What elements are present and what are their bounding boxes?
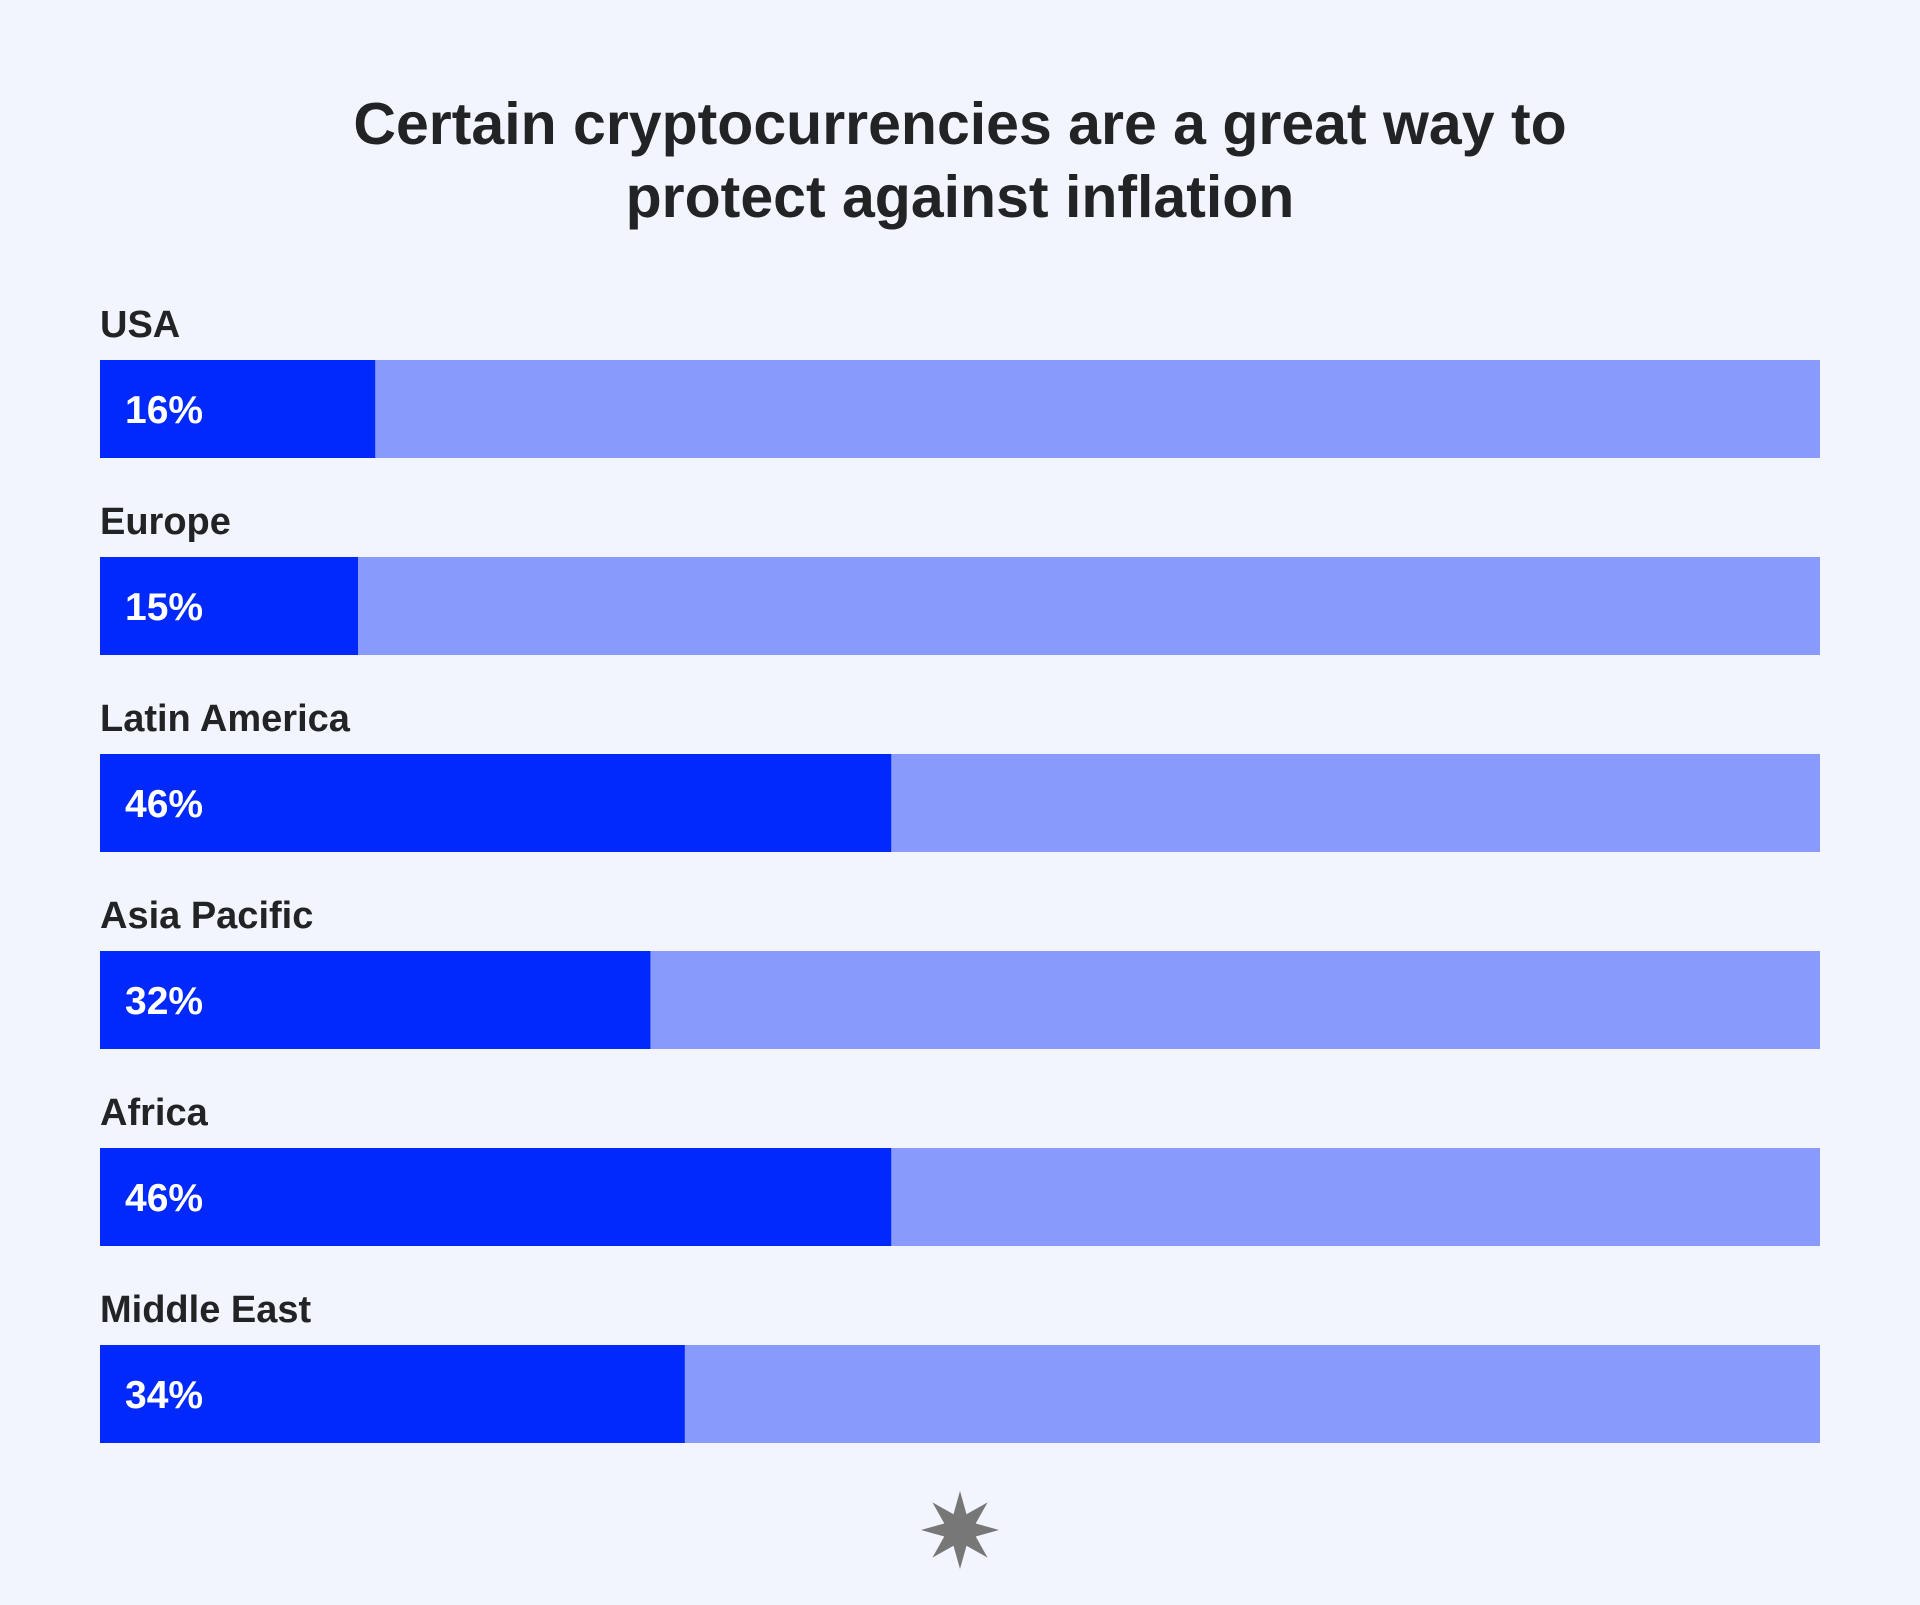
category-label-latin-america: Latin America <box>100 698 351 740</box>
bar-middle-east <box>100 1345 685 1443</box>
starburst-shape <box>921 1491 999 1569</box>
bar-latin-america <box>100 754 892 852</box>
starburst-icon <box>921 1491 999 1569</box>
value-label-asia-pacific: 32% <box>125 980 203 1023</box>
value-label-africa: 46% <box>125 1177 203 1220</box>
category-label-europe: Europe <box>100 501 231 543</box>
bar-africa <box>100 1148 892 1246</box>
value-label-latin-america: 46% <box>125 783 203 826</box>
value-label-usa: 16% <box>125 389 203 432</box>
chart-title-line-2: protect against inflation <box>625 164 1295 230</box>
category-label-asia-pacific: Asia Pacific <box>100 895 313 937</box>
chart-title: Certain cryptocurrencies are a great way… <box>0 88 1920 234</box>
category-label-usa: USA <box>100 304 180 346</box>
category-label-africa: Africa <box>100 1092 209 1134</box>
value-label-middle-east: 34% <box>125 1374 203 1417</box>
bar-track-europe <box>100 557 1820 655</box>
bar-usa <box>100 360 376 458</box>
bar-asia-pacific <box>100 951 651 1049</box>
bar-europe <box>100 557 358 655</box>
value-label-europe: 15% <box>125 586 203 629</box>
chart-title-line-1: Certain cryptocurrencies are a great way… <box>353 91 1567 157</box>
category-label-middle-east: Middle East <box>100 1289 311 1331</box>
bar-track-usa <box>100 360 1820 458</box>
